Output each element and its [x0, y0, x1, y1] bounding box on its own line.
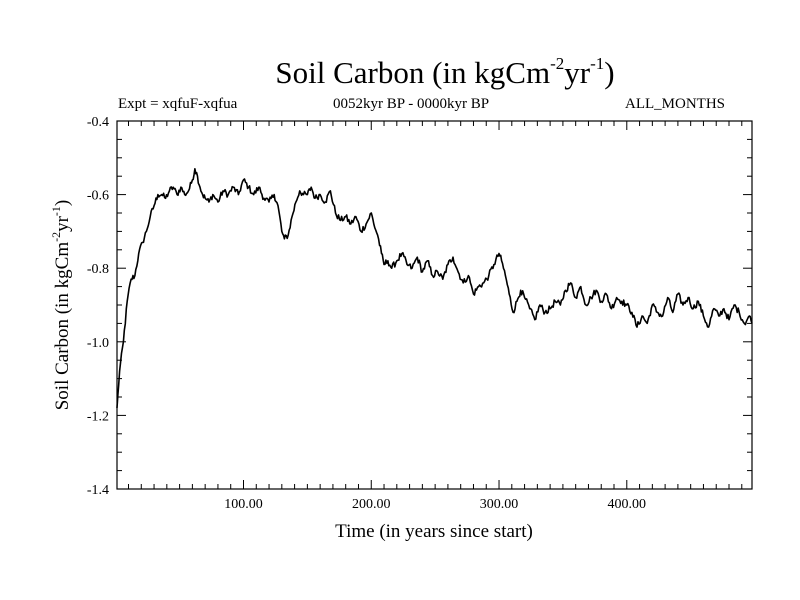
y-axis-label-mid: yr	[52, 215, 73, 232]
y-axis-label-exp2: -1	[49, 206, 63, 216]
chart-title-exp2: -1	[590, 54, 605, 73]
chart-title-mid: yr	[564, 55, 591, 90]
y-tick-label: -1.4	[87, 483, 109, 498]
series-line	[116, 168, 753, 409]
y-tick-label: -1.0	[87, 336, 109, 351]
chart-title-text: Soil Carbon (in kgCm	[275, 55, 551, 90]
x-tick-label: 300.00	[480, 497, 519, 512]
y-tick-label: -0.8	[87, 262, 109, 277]
y-axis-label-close: )	[52, 200, 73, 206]
x-tick-label: 400.00	[608, 497, 647, 512]
chart-title-close: )	[604, 55, 615, 90]
tick-labels: 100.00 200.00 300.00 400.00 -0.4 -0.6 -0.8 -1.0…	[87, 115, 646, 512]
y-tick-label: -0.4	[87, 115, 109, 130]
y-axis-label-exp1: -2	[49, 232, 63, 242]
x-tick-label: 200.00	[352, 497, 391, 512]
y-axis-label-text: Soil Carbon (in kgCm	[52, 242, 73, 411]
period-label: 0052kyr BP - 0000kyr BP	[333, 96, 490, 112]
experiment-label: Expt = xqfuF-xqfua	[118, 96, 238, 112]
y-tick-label: -0.6	[87, 189, 109, 204]
axis-ticks	[117, 120, 752, 490]
x-axis-label: Time (in years since start)	[335, 521, 533, 542]
x-tick-label: 100.00	[224, 497, 263, 512]
y-axis-label: Soil Carbon (in kgCm-2yr-1)	[49, 200, 73, 411]
chart-title: Soil Carbon (in kgCm-2yr-1)	[0, 54, 800, 91]
chart-title-exp1: -2	[550, 54, 565, 73]
months-label: ALL_MONTHS	[625, 96, 725, 112]
plot-frame	[116, 120, 753, 490]
y-tick-label: -1.2	[87, 409, 109, 424]
